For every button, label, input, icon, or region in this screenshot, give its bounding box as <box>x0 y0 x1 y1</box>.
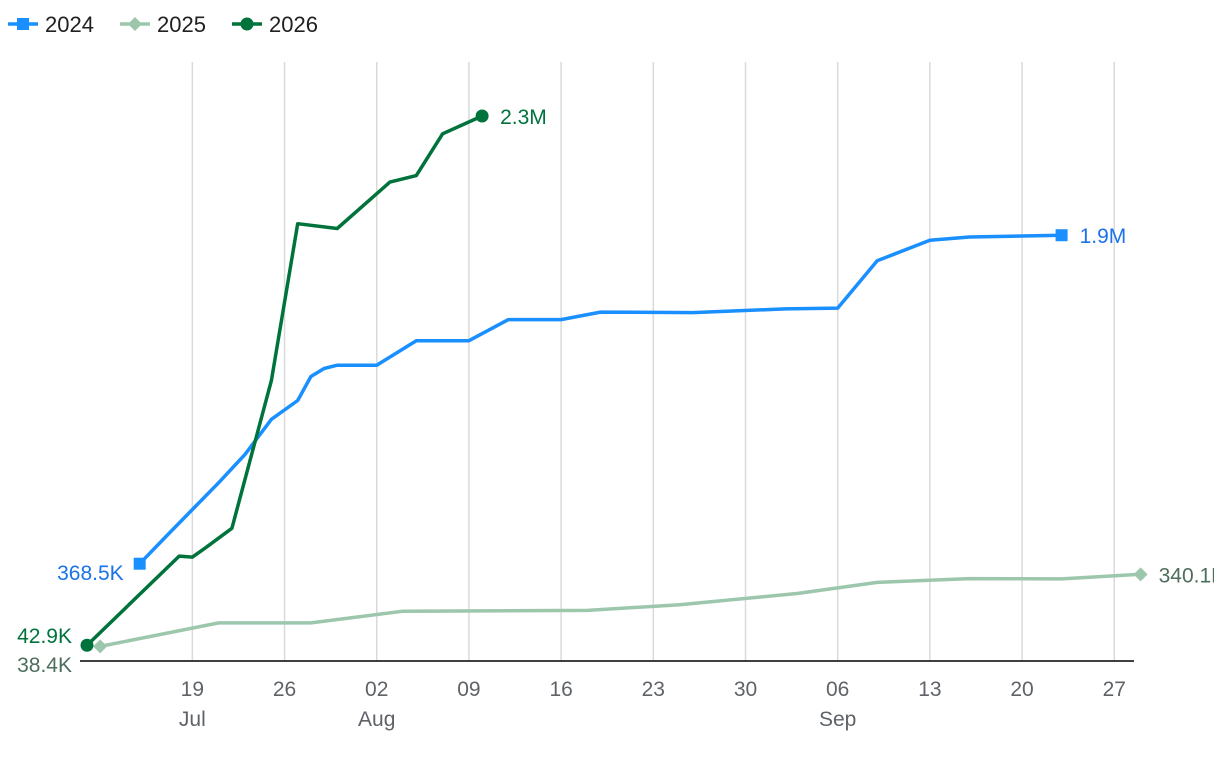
start-value-label-2026: 42.9K <box>17 625 72 648</box>
series-start-marker-2026 <box>80 638 94 652</box>
series-end-labels: 368.5K 1.9M 38.4K 340.1K 42.9K 2.3M <box>17 106 1214 677</box>
start-value-label-2025: 38.4K <box>17 654 72 677</box>
legend-label-2026: 2026 <box>269 12 318 37</box>
legend-label-2025: 2025 <box>157 12 206 37</box>
x-month-label: Jul <box>179 708 206 731</box>
series-lines <box>80 109 1148 654</box>
series-end-marker-2025 <box>1133 567 1148 582</box>
x-axis-ticks: 19 26 02 09 16 23 30 06 13 20 27 Jul Aug Sep <box>179 678 1126 731</box>
series-end-marker-2026 <box>475 109 489 123</box>
series-start-marker-2024 <box>133 557 146 570</box>
x-tick-label: 06 <box>826 678 849 701</box>
legend-label-2024: 2024 <box>45 12 94 37</box>
start-value-label-2024: 368.5K <box>57 562 124 585</box>
x-tick-label: 19 <box>181 678 204 701</box>
series-line-2026 <box>85 114 484 648</box>
legend-marker-2025 <box>128 17 142 31</box>
end-value-label-2025: 340.1K <box>1159 564 1214 587</box>
series-line-2025 <box>98 572 1143 649</box>
x-tick-label: 27 <box>1103 678 1126 701</box>
x-tick-label: 13 <box>918 678 941 701</box>
x-tick-label: 02 <box>365 678 388 701</box>
series-line-2024 <box>137 233 1064 566</box>
end-value-label-2024: 1.9M <box>1080 225 1127 248</box>
series-start-marker-2025 <box>93 639 108 654</box>
grid-lines <box>191 62 1116 661</box>
x-month-label: Sep <box>819 708 856 731</box>
x-tick-label: 09 <box>457 678 480 701</box>
legend-marker-2026 <box>240 17 254 31</box>
x-tick-label: 30 <box>734 678 757 701</box>
legend: 2024 2025 2026 <box>8 12 318 37</box>
x-tick-label: 20 <box>1010 678 1033 701</box>
x-tick-label: 16 <box>549 678 572 701</box>
legend-marker-2024 <box>17 18 29 30</box>
series-end-marker-2024 <box>1055 229 1068 242</box>
x-tick-label: 26 <box>273 678 296 701</box>
end-value-label-2026: 2.3M <box>500 106 547 129</box>
x-month-label: Aug <box>358 708 395 731</box>
x-tick-label: 23 <box>642 678 665 701</box>
